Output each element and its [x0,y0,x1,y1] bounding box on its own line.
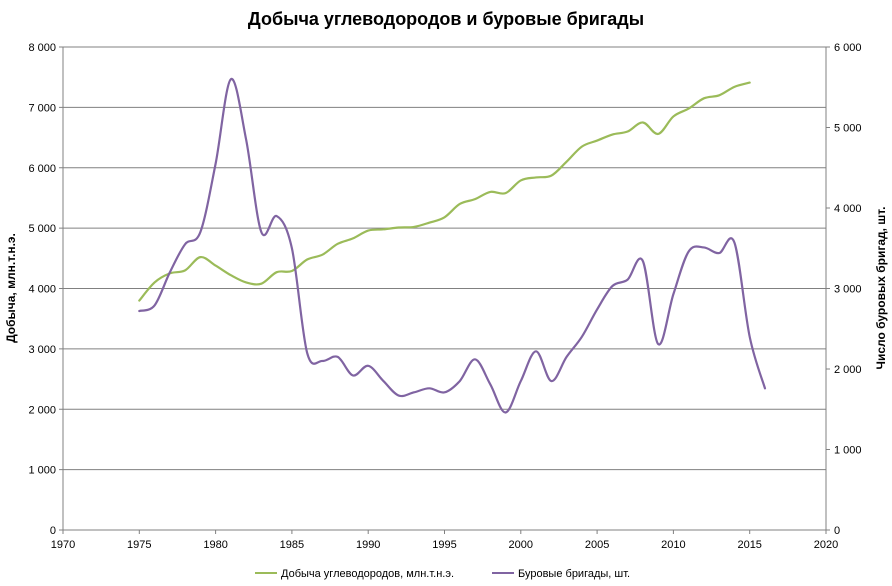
x-tick-label: 1995 [432,539,456,551]
y-left-tick-label: 2 000 [28,404,56,416]
y-right-tick-label: 2 000 [834,364,862,376]
series-line-production [138,81,751,302]
y-left-tick-label: 1 000 [28,465,56,477]
chart-title: Добыча углеводородов и буровые бригады [248,9,644,29]
legend: Добыча углеводородов, млн.т.н.э. Буровые … [255,568,630,580]
y-left-tick-label: 8 000 [28,42,56,54]
series-lines [138,78,767,414]
x-tick-label: 2020 [814,539,838,551]
x-tick-label: 2010 [661,539,685,551]
legend-item-rigs-label: Буровые бригады, шт. [518,568,630,580]
legend-item-production-label: Добыча углеводородов, млн.т.н.э. [281,568,454,580]
x-tick-label: 1980 [203,539,227,551]
y-right-tick-label: 3 000 [834,284,862,296]
y-right-tick-label: 6 000 [834,42,862,54]
x-tick-label: 1990 [356,539,380,551]
y-left-tick-label: 4 000 [28,284,56,296]
x-tick-label: 1985 [280,539,304,551]
y-left-tick-label: 0 [50,525,56,537]
x-tick-label: 1975 [127,539,151,551]
axes: 0 1 000 2 000 3 000 4 000 5 000 6 000 7 000 8 00… [28,42,861,551]
y-right-tick-label: 0 [834,525,840,537]
y-right-tick-label: 1 000 [834,445,862,457]
x-tick-label: 2000 [509,539,533,551]
y-axis-left-title: Добыча, млн.т.н.э. [4,233,18,343]
x-tick-label: 2015 [737,539,761,551]
y-left-tick-label: 7 000 [28,102,56,114]
y-left-tick-label: 3 000 [28,344,56,356]
y-right-tick-label: 5 000 [834,123,862,135]
x-tick-label: 1970 [51,539,75,551]
x-tick-label: 2005 [585,539,609,551]
y-left-tick-label: 6 000 [28,163,56,175]
y-right-tick-label: 4 000 [834,203,862,215]
y-axis-right-title: Число буровых бригад, шт. [874,207,888,370]
y-left-tick-label: 5 000 [28,223,56,235]
grid-lines [63,46,826,471]
series-line-rigs [138,78,767,414]
